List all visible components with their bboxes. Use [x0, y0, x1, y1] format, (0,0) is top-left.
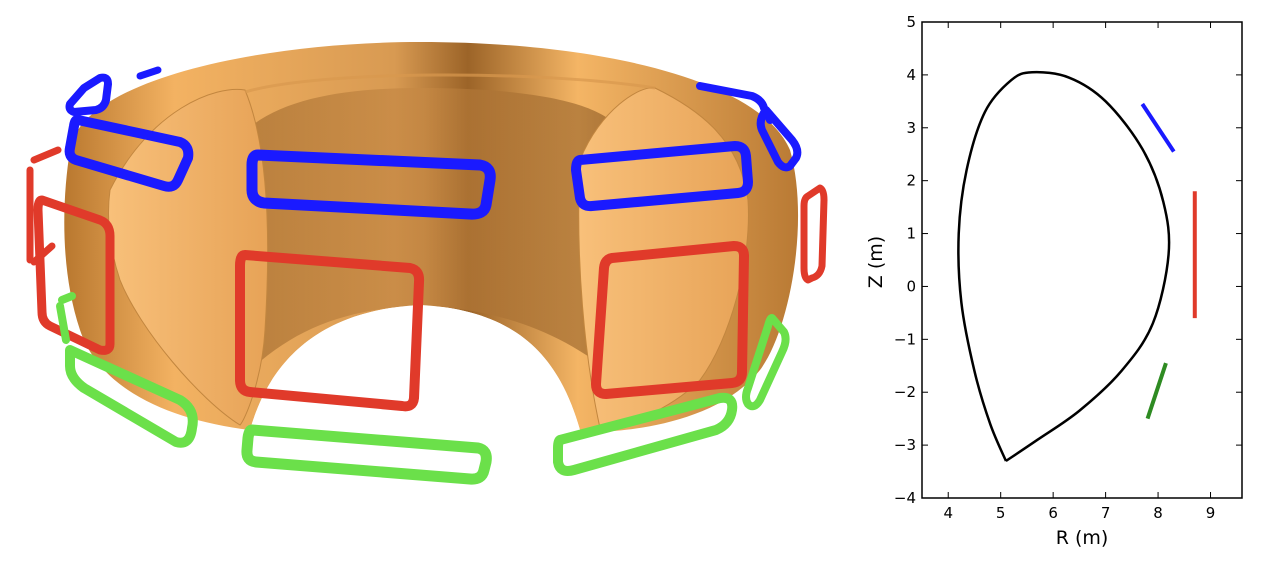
y-tick-label: −3	[894, 436, 916, 454]
y-tick-label: −2	[894, 383, 916, 401]
plot-series	[957, 70, 1197, 463]
upper-coil-top	[136, 66, 162, 80]
y-tick-label: −1	[894, 330, 916, 348]
midplane-coils	[26, 146, 828, 412]
torus-body	[64, 42, 799, 432]
x-tick-label: 8	[1153, 504, 1163, 522]
upper-coil-center	[246, 149, 496, 220]
mid-coil-right	[591, 241, 749, 399]
upper-coils	[64, 66, 802, 220]
x-tick-label: 7	[1101, 504, 1111, 522]
mid-coil-edge-left	[26, 146, 62, 266]
mid-coil-left	[33, 195, 115, 355]
y-tick-label: 1	[906, 225, 916, 243]
y-tick-label: 2	[906, 172, 916, 190]
upper-coil-right	[571, 141, 753, 212]
lower-coil-right	[553, 392, 738, 476]
lower-coil-edge-right	[742, 314, 790, 411]
axis-ticks: 4 5 6 7 8 9 5 4 3 2 1 0 −1 −2 −3 −4	[894, 13, 1242, 522]
lower-coil-left	[65, 345, 198, 448]
y-tick-label: 4	[906, 66, 916, 84]
y-tick-label: 5	[906, 13, 916, 31]
torus-3d-view	[26, 42, 828, 485]
y-tick-label: 0	[906, 277, 916, 295]
upper-coil-left	[64, 114, 194, 192]
y-tick-label: 3	[906, 119, 916, 137]
x-tick-label: 6	[1048, 504, 1058, 522]
x-tick-label: 5	[996, 504, 1006, 522]
lower-coil-center	[241, 424, 492, 485]
upper-coil-edge-right	[756, 106, 802, 172]
x-axis-label: R (m)	[1056, 527, 1109, 549]
lower-coil-far-left	[56, 292, 76, 344]
x-tick-label: 9	[1206, 504, 1216, 522]
y-tick-label: −4	[894, 489, 916, 507]
cross-section-plot: 4 5 6 7 8 9 5 4 3 2 1 0 −1 −2 −3 −4 R (m) Z (m)	[865, 13, 1243, 549]
lower-coil-line	[1145, 362, 1168, 420]
plasma-boundary-line	[957, 70, 1171, 463]
upper-coil-far-left	[65, 73, 112, 116]
mid-coil-edge-right	[800, 184, 828, 284]
x-tick-label: 4	[943, 504, 953, 522]
y-axis-label: Z (m)	[865, 236, 887, 288]
upper-coil-line	[1140, 102, 1176, 153]
mid-coil-center	[235, 250, 425, 412]
plot-frame	[921, 21, 1243, 499]
lower-coils	[56, 292, 790, 485]
